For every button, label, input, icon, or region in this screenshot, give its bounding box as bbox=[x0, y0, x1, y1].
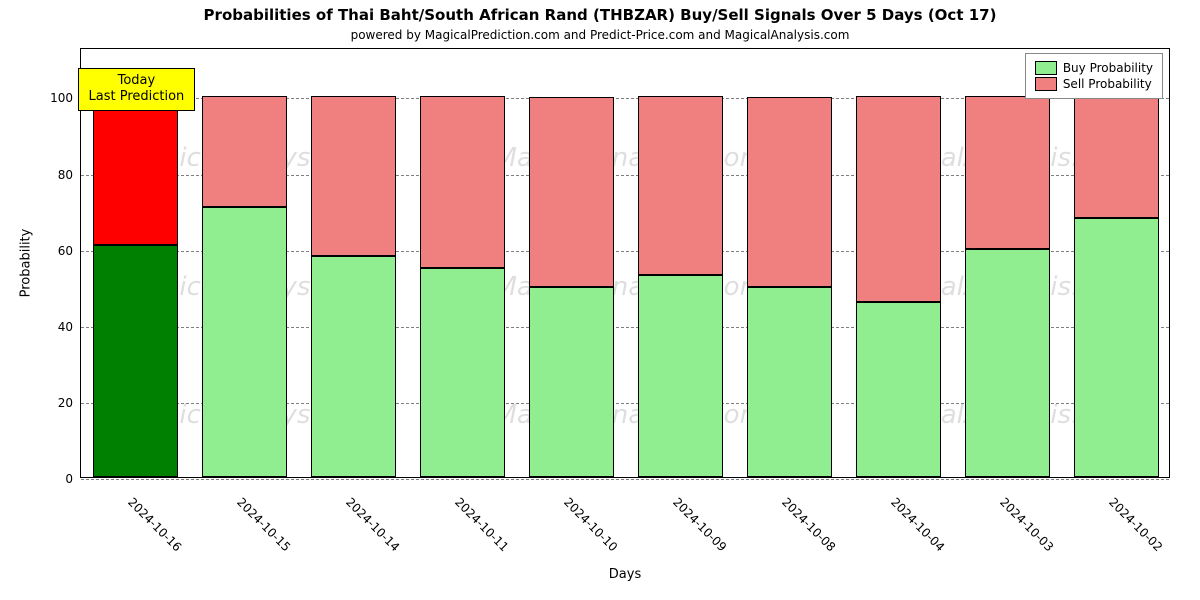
sell-bar bbox=[1074, 96, 1159, 218]
buy-bar bbox=[965, 249, 1050, 477]
xtick-label: 2024-10-16 bbox=[126, 495, 185, 554]
ytick-label: 100 bbox=[50, 91, 73, 105]
sell-bar bbox=[856, 96, 941, 301]
buy-bar bbox=[202, 207, 287, 477]
bar-group: 2024-10-03 bbox=[965, 47, 1050, 477]
sell-bar bbox=[202, 96, 287, 206]
gridline bbox=[81, 479, 1169, 480]
buy-bar bbox=[638, 275, 723, 477]
ytick-label: 60 bbox=[58, 244, 73, 258]
chart-title: Probabilities of Thai Baht/South African… bbox=[0, 6, 1200, 24]
today-annotation-line2: Last Prediction bbox=[89, 89, 185, 104]
today-annotation: TodayLast Prediction bbox=[78, 68, 196, 111]
legend-swatch bbox=[1035, 77, 1057, 91]
sell-bar bbox=[420, 96, 505, 267]
xtick-label: 2024-10-10 bbox=[562, 495, 621, 554]
legend-item: Sell Probability bbox=[1035, 77, 1153, 91]
bar-group: 2024-10-15 bbox=[202, 47, 287, 477]
xtick-label: 2024-10-03 bbox=[998, 495, 1057, 554]
bar-group: 2024-10-10 bbox=[529, 47, 614, 477]
sell-bar bbox=[93, 96, 178, 244]
sell-bar bbox=[311, 96, 396, 256]
bar-group: 2024-10-11 bbox=[420, 47, 505, 477]
xtick-label: 2024-10-15 bbox=[235, 495, 294, 554]
legend-swatch bbox=[1035, 61, 1057, 75]
xtick-label: 2024-10-04 bbox=[889, 495, 948, 554]
sell-bar bbox=[529, 97, 614, 287]
xtick-label: 2024-10-14 bbox=[344, 495, 403, 554]
buy-bar bbox=[311, 256, 396, 477]
ytick-label: 0 bbox=[65, 472, 73, 486]
buy-bar bbox=[856, 302, 941, 477]
bar-group: 2024-10-09 bbox=[638, 47, 723, 477]
today-annotation-line1: Today bbox=[118, 73, 156, 88]
legend-item: Buy Probability bbox=[1035, 61, 1153, 75]
ytick-label: 40 bbox=[58, 320, 73, 334]
xtick-label: 2024-10-09 bbox=[671, 495, 730, 554]
bar-group: 2024-10-08 bbox=[747, 47, 832, 477]
y-axis-label: Probability bbox=[19, 229, 34, 298]
sell-bar bbox=[638, 96, 723, 275]
bar-group: 2024-10-14 bbox=[311, 47, 396, 477]
bar-group: 2024-10-04 bbox=[856, 47, 941, 477]
xtick-label: 2024-10-02 bbox=[1107, 495, 1166, 554]
x-axis-label: Days bbox=[609, 567, 641, 582]
chart-subtitle: powered by MagicalPrediction.com and Pre… bbox=[0, 28, 1200, 42]
buy-bar bbox=[1074, 218, 1159, 477]
plot-area: Probability Days 020406080100MagicalAnal… bbox=[80, 48, 1170, 478]
buy-bar bbox=[529, 287, 614, 477]
figure: Probabilities of Thai Baht/South African… bbox=[0, 0, 1200, 600]
legend: Buy Probability Sell Probability bbox=[1025, 53, 1163, 99]
legend-label: Buy Probability bbox=[1063, 61, 1153, 75]
ytick-label: 20 bbox=[58, 396, 73, 410]
legend-label: Sell Probability bbox=[1063, 77, 1152, 91]
xtick-label: 2024-10-08 bbox=[780, 495, 839, 554]
bar-group: 2024-10-02 bbox=[1074, 47, 1159, 477]
buy-bar bbox=[420, 268, 505, 477]
buy-bar bbox=[93, 245, 178, 477]
buy-bar bbox=[747, 287, 832, 477]
xtick-label: 2024-10-11 bbox=[453, 495, 512, 554]
ytick-label: 80 bbox=[58, 168, 73, 182]
bar-group: 2024-10-16 bbox=[93, 47, 178, 477]
sell-bar bbox=[747, 97, 832, 287]
sell-bar bbox=[965, 96, 1050, 248]
